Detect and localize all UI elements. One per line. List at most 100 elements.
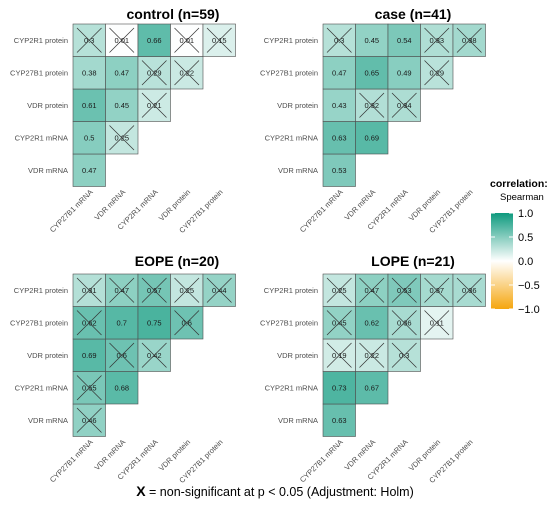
x-tick-label: VDR protein (407, 438, 442, 473)
y-tick-label: VDR mRNA (278, 416, 318, 425)
y-tick-label: CYP27B1 protein (10, 318, 68, 327)
non-significant-cross (326, 27, 352, 53)
cell-value-label: 0.67 (364, 383, 379, 392)
non-significant-cross (359, 277, 385, 303)
cell-vdr-protein-cyp2r1-mrna: 0.34 (387, 88, 421, 122)
cell-value-label: 0.54 (397, 36, 412, 45)
non-significant-cross (326, 277, 352, 303)
y-tick-label: CYP2R1 mRNA (15, 133, 68, 142)
cell-cyp27b1-protein-cyp2r1-mrna: 0.49 (387, 56, 421, 90)
y-tick-label: CYP27B1 protein (10, 68, 68, 77)
cell-value-label: 0.47 (114, 68, 129, 77)
cell-cyp2r1-protein-cyp2r1-mrna: 0.57 (137, 273, 171, 307)
cell-cyp2r1-protein-vdr-mrna: 0.47 (105, 273, 139, 307)
legend-tick-label: 1.0 (518, 208, 533, 220)
y-tick-label: CYP27B1 protein (260, 68, 318, 77)
x-tick-label: VDR protein (407, 188, 442, 223)
legend-tick: 1.0 (491, 208, 533, 220)
cell-cyp2r1-mrna-vdr-mrna: 0.25 (105, 121, 139, 155)
non-significant-cross (359, 342, 385, 368)
cell-cyp2r1-protein-vdr-protein: 0.25 (170, 273, 204, 307)
non-significant-cross (174, 277, 200, 303)
non-significant-cross (76, 277, 102, 303)
cell-value-label: 0.66 (147, 36, 162, 45)
cell-cyp27b1-protein-vdr-protein: 0.11 (420, 306, 454, 340)
cell-value-label: 0.47 (332, 68, 347, 77)
legend-tick: −0.5 (491, 280, 540, 292)
heat-cell (387, 23, 421, 57)
panel-title: EOPE (n=20) (135, 253, 219, 269)
heat-cell (105, 371, 139, 405)
non-significant-cross (206, 27, 232, 53)
non-significant-cross (326, 342, 352, 368)
cell-cyp27b1-protein-cyp27b1-mrna: 0.38 (72, 56, 106, 90)
non-significant-cross (359, 92, 385, 118)
cell-cyp27b1-protein-cyp27b1-mrna: 0.47 (322, 56, 356, 90)
cell-cyp2r1-mrna-cyp27b1-mrna: 0.63 (322, 121, 356, 155)
panel-4: LOPE (n=21) CYP2R1 protein CYP27B1 protein… (260, 253, 486, 485)
y-tick-label: CYP2R1 mRNA (15, 383, 68, 392)
cell-vdr-protein-cyp2r1-mrna: 0.42 (137, 338, 171, 372)
heat-cell (72, 56, 106, 90)
cell-cyp2r1-mrna-cyp27b1-mrna: 0.55 (72, 371, 106, 405)
cell-cyp27b1-protein-cyp2r1-mrna: 0.36 (387, 306, 421, 340)
cell-cyp27b1-protein-cyp2r1-mrna: 0.29 (137, 56, 171, 90)
non-significant-cross (456, 277, 482, 303)
non-significant-cross (424, 27, 450, 53)
cell-cyp27b1-protein-vdr-mrna: 0.62 (355, 306, 389, 340)
non-significant-cross (206, 277, 232, 303)
cell-vdr-mrna-cyp27b1-mrna: 0.47 (72, 153, 106, 187)
cell-value-label: 0.69 (82, 351, 97, 360)
legend-tick-label: 0.0 (518, 256, 533, 268)
cell-value-label: 0.63 (332, 133, 347, 142)
y-tick-label: VDR mRNA (28, 416, 68, 425)
cell-value-label: 0.49 (397, 68, 412, 77)
non-significant-cross (109, 342, 135, 368)
non-significant-cross (424, 277, 450, 303)
y-tick-label: VDR mRNA (28, 166, 68, 175)
cell-vdr-protein-vdr-mrna: 0.32 (355, 88, 389, 122)
legend-tick: 0.5 (491, 232, 533, 244)
cell-vdr-mrna-cyp27b1-mrna: 0.63 (322, 403, 356, 437)
cell-cyp2r1-mrna-vdr-mrna: 0.67 (355, 371, 389, 405)
cell-cyp27b1-protein-vdr-mrna: 0.7 (105, 306, 139, 340)
cell-vdr-mrna-cyp27b1-mrna: 0.46 (72, 403, 106, 437)
cell-value-label: 0.7 (117, 318, 127, 327)
heat-cell (355, 121, 389, 155)
cell-cyp2r1-protein-vdr-protein: 0.33 (420, 23, 454, 57)
y-tick-label: CYP2R1 protein (14, 286, 68, 295)
color-legend: correlation: Spearman 1.0 0.5 0.0 −0.5 −1.0 (490, 178, 548, 316)
panel-2: case (n=41) CYP2R1 protein CYP27B1 protein… (260, 6, 486, 235)
non-significant-cross (424, 310, 450, 336)
x-tick-label: VDR mRNA (93, 188, 128, 223)
x-tick-label: VDR mRNA (343, 188, 378, 223)
non-significant-cross (391, 277, 417, 303)
cell-value-label: 0.43 (332, 101, 347, 110)
panel-title: control (n=59) (127, 6, 220, 22)
heat-cell (355, 306, 389, 340)
x-tick-label: VDR mRNA (343, 438, 378, 473)
x-tick-label: VDR protein (157, 438, 192, 473)
x-tick-label: VDR mRNA (93, 438, 128, 473)
cell-cyp2r1-protein-vdr-protein: 0.01 (170, 23, 204, 57)
non-significant-cross (141, 92, 167, 118)
cell-vdr-protein-vdr-mrna: 0.45 (105, 88, 139, 122)
x-tick-label: CYP27B1 mRNA (48, 438, 95, 485)
non-significant-cross (391, 342, 417, 368)
cell-value-label: 0.45 (364, 36, 379, 45)
x-tick-label: CYP27B1 mRNA (298, 188, 345, 235)
cell-cyp2r1-protein-cyp2r1-mrna: 0.54 (387, 23, 421, 57)
cell-cyp2r1-protein-vdr-mrna: 0.01 (105, 23, 139, 57)
heat-cell (355, 23, 389, 57)
heat-cell (322, 403, 356, 437)
non-significant-cross (141, 342, 167, 368)
legend-tick-label: −0.5 (518, 280, 540, 292)
heat-cell (322, 371, 356, 405)
heat-cell (72, 153, 106, 187)
non-significant-cross (326, 310, 352, 336)
heat-cell (322, 56, 356, 90)
non-significant-cross (76, 310, 102, 336)
heat-cell (105, 306, 139, 340)
cell-value-label: 0.61 (82, 101, 97, 110)
